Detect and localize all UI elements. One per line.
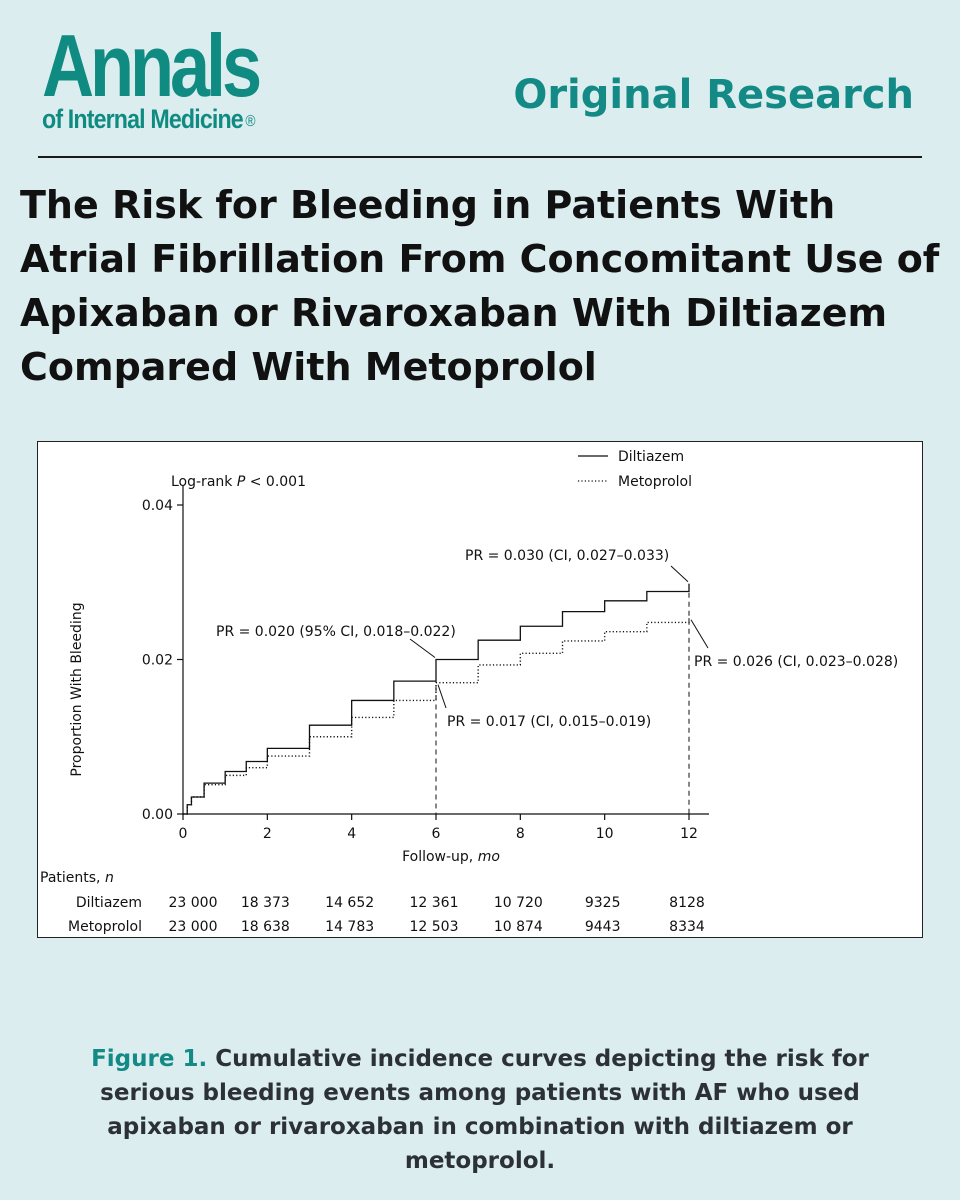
x-tick-label: 4 xyxy=(347,826,356,842)
series-line-metoprolol xyxy=(183,617,690,815)
y-axis-label: Proportion With Bleeding xyxy=(69,602,85,776)
leader-diltiazem-12mo xyxy=(670,565,689,583)
registered-mark: ® xyxy=(245,113,255,130)
x-tick-label: 8 xyxy=(516,826,525,842)
pr-diltiazem-12mo: PR = 0.030 (CI, 0.027–0.033) xyxy=(465,548,669,564)
series-line-diltiazem xyxy=(183,583,690,815)
legend-label-metoprolol: Metoprolol xyxy=(618,474,692,490)
journal-logo: Annals of Internal Medicine ® xyxy=(42,22,305,135)
figure-caption: Figure 1. Cumulative incidence curves de… xyxy=(40,1042,920,1178)
article-title: The Risk for Bleeding in Patients With A… xyxy=(20,183,940,389)
x-tick-label: 0 xyxy=(179,826,188,842)
y-tick-label: 0.04 xyxy=(142,498,173,514)
x-tick-label: 10 xyxy=(596,826,614,842)
x-tick-label: 12 xyxy=(680,826,698,842)
pr-metoprolol-12mo: PR = 0.026 (CI, 0.023–0.028) xyxy=(694,654,898,670)
risk-count: 9443 xyxy=(585,919,621,935)
risk-count: 10 874 xyxy=(494,919,543,935)
pr-metoprolol-6mo: PR = 0.017 (CI, 0.015–0.019) xyxy=(447,714,651,730)
x-axis-label: Follow-up, mo xyxy=(402,849,500,865)
risk-table-header: Patients, n xyxy=(40,870,114,886)
risk-count: 10 720 xyxy=(494,895,543,911)
leader-diltiazem-6mo xyxy=(409,638,436,658)
risk-count: 8334 xyxy=(669,919,705,935)
risk-count: 18 373 xyxy=(241,895,290,911)
log-rank-annotation: Log-rank P < 0.001 xyxy=(171,474,306,490)
logo-subtitle-text: of Internal Medicine xyxy=(42,104,244,134)
risk-count: 14 652 xyxy=(325,895,374,911)
risk-count: 18 638 xyxy=(241,919,290,935)
pr-diltiazem-6mo: PR = 0.020 (95% CI, 0.018–0.022) xyxy=(216,624,456,640)
leader-metoprolol-12mo xyxy=(690,619,709,649)
y-tick-label: 0.02 xyxy=(142,653,173,669)
risk-count: 14 783 xyxy=(325,919,374,935)
caption-text: Cumulative incidence curves depicting th… xyxy=(100,1046,869,1174)
risk-count: 12 361 xyxy=(410,895,459,911)
logo-subtitle: of Internal Medicine ® xyxy=(42,104,269,135)
kaplan-meier-chart: 0.00 0.02 0.04 0 2 4 6 8 10 12 Proportion With Ble… xyxy=(37,441,923,938)
x-tick-label: 2 xyxy=(263,826,272,842)
y-tick-label: 0.00 xyxy=(142,807,173,823)
header-divider xyxy=(38,156,922,158)
risk-count: 8128 xyxy=(669,895,705,911)
risk-count: 23 000 xyxy=(169,919,218,935)
risk-count: 23 000 xyxy=(169,895,218,911)
figure-label: Figure 1. xyxy=(91,1046,208,1072)
risk-row-label-diltiazem: Diltiazem xyxy=(76,895,142,911)
leader-metoprolol-6mo xyxy=(437,684,447,709)
risk-row-label-metoprolol: Metoprolol xyxy=(68,919,142,935)
chart-svg: 0.00 0.02 0.04 0 2 4 6 8 10 12 Proportion With Ble… xyxy=(40,449,898,935)
risk-count: 12 503 xyxy=(410,919,459,935)
logo-word: Annals xyxy=(42,16,262,115)
legend-label-diltiazem: Diltiazem xyxy=(618,449,684,465)
risk-count: 9325 xyxy=(585,895,621,911)
section-label: Original Research xyxy=(513,72,914,118)
x-tick-label: 6 xyxy=(432,826,441,842)
